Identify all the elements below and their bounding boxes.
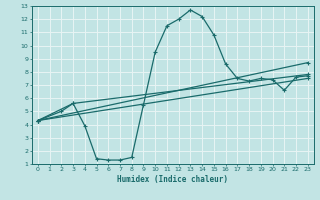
X-axis label: Humidex (Indice chaleur): Humidex (Indice chaleur) <box>117 175 228 184</box>
